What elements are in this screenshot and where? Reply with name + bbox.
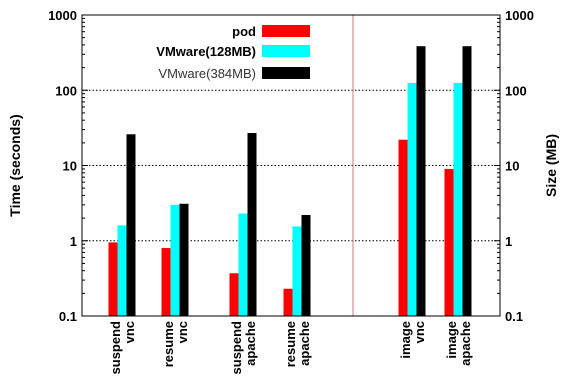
bar xyxy=(238,213,248,316)
category-label: suspend xyxy=(108,321,123,375)
legend-label: VMware(384MB) xyxy=(158,66,256,81)
tick-label-left: 100 xyxy=(55,83,77,98)
legend-label: pod xyxy=(232,24,256,39)
category-label: vnc xyxy=(175,321,190,343)
bars xyxy=(108,46,472,316)
bar xyxy=(247,133,257,316)
bar xyxy=(179,203,189,316)
bar xyxy=(292,226,302,316)
y-axis-label-right: Size (MB) xyxy=(543,134,559,197)
legend-swatch xyxy=(262,45,310,57)
legend-swatch xyxy=(262,67,310,79)
left-axis-ticks: 0.1 1 10 100 1000 xyxy=(48,8,88,324)
legend: pod VMware(128MB) VMware(384MB) xyxy=(156,24,310,81)
bar xyxy=(229,273,239,316)
category-label: suspend xyxy=(229,321,244,375)
bar xyxy=(126,134,136,316)
bar xyxy=(462,46,472,316)
category-label: resume xyxy=(161,321,176,367)
bar xyxy=(444,168,454,316)
legend-label: VMware(128MB) xyxy=(156,44,256,59)
tick-label-right: 1000 xyxy=(505,8,534,23)
tick-label-left: 1000 xyxy=(48,8,77,23)
bar xyxy=(283,288,293,316)
category-label: apache xyxy=(458,321,473,366)
tick-label-right: 1 xyxy=(505,234,512,249)
gridlines xyxy=(82,89,500,242)
category-label: image xyxy=(444,321,459,359)
category-label: vnc xyxy=(122,321,137,343)
tick-label-right: 100 xyxy=(505,83,527,98)
category-labels: suspend vnc resume vnc suspend apache resume ap… xyxy=(108,321,473,375)
category-label: image xyxy=(398,321,413,359)
bar xyxy=(301,214,311,316)
tick-label-left: 1 xyxy=(70,234,77,249)
category-label: apache xyxy=(243,321,258,366)
legend-swatch xyxy=(262,25,310,37)
bar xyxy=(398,139,408,316)
tick-label-left: 10 xyxy=(63,159,77,174)
plot-frame xyxy=(81,14,501,317)
bar xyxy=(170,204,180,316)
category-label: apache xyxy=(297,321,312,366)
bar xyxy=(407,82,417,316)
bar xyxy=(453,82,463,316)
right-axis-ticks: 0.1 1 10 100 1000 xyxy=(494,8,534,324)
tick-label-right: 10 xyxy=(505,159,519,174)
category-label: vnc xyxy=(412,321,427,343)
category-label: resume xyxy=(283,321,298,367)
bar xyxy=(108,242,118,316)
tick-label-right: 0.1 xyxy=(505,309,523,324)
bar xyxy=(161,248,171,316)
bar xyxy=(416,46,426,316)
bar xyxy=(117,225,127,316)
y-axis-label-left: Time (seconds) xyxy=(7,114,23,216)
tick-label-left: 0.1 xyxy=(59,309,77,324)
